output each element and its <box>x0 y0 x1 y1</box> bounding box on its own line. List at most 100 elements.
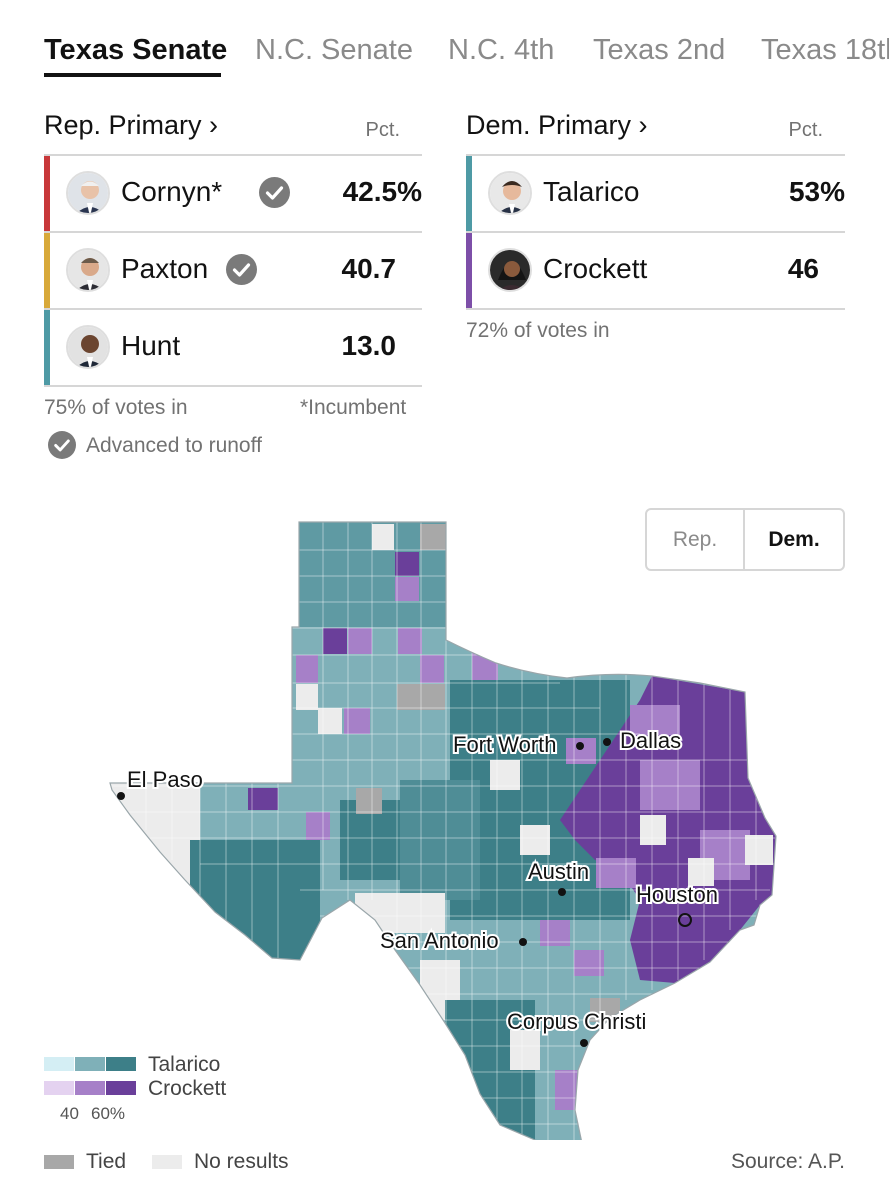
candidate-pct: 13.0 <box>341 330 397 361</box>
crockett-county <box>555 1070 585 1110</box>
city-el-paso: El Paso <box>127 767 203 792</box>
legend-crockett-light <box>44 1081 74 1095</box>
dem-primary-table: Dem. Primary › Pct. Talarico 53% Crocket… <box>466 110 845 310</box>
candidate-name: Paxton <box>121 253 209 284</box>
candidate-name: Talarico <box>543 176 640 207</box>
crockett-county <box>540 920 570 946</box>
city-austin: Austin <box>528 859 589 884</box>
candidate-row-talarico: Talarico 53% <box>466 156 845 233</box>
dallas-marker <box>603 738 611 746</box>
no-results-region <box>355 893 445 933</box>
legend-tied-swatch <box>44 1155 74 1169</box>
crockett-county <box>306 812 330 840</box>
city-dallas: Dallas <box>620 728 681 753</box>
talarico-strong-region <box>190 840 320 970</box>
dem-votes-in: 72% of votes in <box>466 319 610 342</box>
legend-crockett-dark <box>106 1081 136 1095</box>
rep-primary-header: Rep. Primary › Pct. <box>44 110 422 154</box>
austin-marker <box>558 888 566 896</box>
legend-talarico-dark <box>106 1057 136 1071</box>
crockett-county <box>248 788 278 810</box>
candidate-pct: 53% <box>788 176 845 207</box>
dem-candidate-rows: Talarico 53% Crockett 46 <box>466 154 845 310</box>
cornyn-avatar <box>66 171 110 215</box>
rep-primary-table: Rep. Primary › Pct. Cornyn* 42.5% Paxton… <box>44 110 422 387</box>
hunt-avatar <box>66 325 110 369</box>
dem-primary-header: Dem. Primary › Pct. <box>466 110 845 154</box>
crockett-region <box>630 705 680 735</box>
party-toggle: Rep. Dem. <box>645 508 845 571</box>
check-circle-icon <box>259 177 290 208</box>
no-results-region <box>110 783 200 903</box>
texas-county-map: El Paso Fort Worth Dallas Austin Houston… <box>0 500 889 1155</box>
no-results-county <box>296 684 318 710</box>
tab-nc-senate[interactable]: N.C. Senate <box>255 34 413 66</box>
runoff-note: Advanced to runoff <box>86 434 262 457</box>
candidate-name: Crockett <box>543 253 648 284</box>
rep-votes-in: 75% of votes in <box>44 396 188 419</box>
candidate-color-bar <box>44 233 50 308</box>
dem-toggle-button[interactable]: Dem. <box>768 527 820 551</box>
legend-crockett-mid <box>75 1081 105 1095</box>
source-credit: Source: A.P. <box>730 1150 845 1173</box>
legend-scale-high: 60% <box>91 1104 126 1123</box>
tab-texas-18th[interactable]: Texas 18th <box>761 34 889 66</box>
no-results-county <box>640 815 666 845</box>
talarico-avatar <box>488 171 532 215</box>
crockett-strong-region <box>560 676 776 983</box>
tab-texas-2nd[interactable]: Texas 2nd <box>593 34 726 66</box>
no-results-county <box>510 1030 540 1070</box>
tab-texas-senate[interactable]: Texas Senate <box>44 34 228 66</box>
city-houston: Houston <box>636 882 718 907</box>
candidate-color-bar <box>466 233 472 308</box>
crockett-avatar <box>488 248 532 292</box>
candidate-color-bar <box>44 156 50 231</box>
no-results-county <box>688 858 714 886</box>
legend-talarico-mid <box>75 1057 105 1071</box>
race-tabs: Texas Senate N.C. Senate N.C. 4th Texas … <box>0 0 889 90</box>
legend-scale-low: 40 <box>60 1104 79 1123</box>
legend-crockett-label: Crockett <box>148 1077 227 1100</box>
city-corpus-christi: Corpus Christi <box>507 1009 646 1034</box>
active-tab-underline <box>44 73 221 77</box>
pct-column-label: Pct. <box>788 119 823 141</box>
city-san-antonio: San Antonio <box>380 928 499 953</box>
no-results-county <box>490 760 520 790</box>
legend-talarico-label: Talarico <box>148 1053 221 1076</box>
crockett-county <box>420 655 444 683</box>
houston-marker <box>678 913 692 927</box>
crockett-county <box>323 628 347 654</box>
candidate-row-cornyn: Cornyn* 42.5% <box>44 156 422 233</box>
incumbent-note: *Incumbent <box>300 396 407 419</box>
tied-county <box>356 788 382 814</box>
crockett-county <box>395 577 419 601</box>
no-results-county <box>745 835 773 865</box>
paxton-avatar <box>66 248 110 292</box>
check-circle-icon <box>226 254 257 285</box>
candidate-row-crockett: Crockett 46 <box>466 233 845 310</box>
city-fort-worth: Fort Worth <box>453 732 557 757</box>
legend-talarico-light <box>44 1057 74 1071</box>
candidate-row-paxton: Paxton 40.7 <box>44 233 422 310</box>
county-fill-layer <box>110 522 776 1154</box>
legend-no-results-swatch <box>152 1155 182 1169</box>
tab-nc-4th[interactable]: N.C. 4th <box>448 34 555 66</box>
fort-worth-marker <box>576 742 584 750</box>
pct-column-label: Pct. <box>365 119 400 141</box>
candidate-pct: 42.5% <box>342 176 422 207</box>
rep-primary-link[interactable]: Rep. Primary › <box>44 110 219 140</box>
candidate-pct: 46 <box>787 253 819 284</box>
dem-primary-link[interactable]: Dem. Primary › <box>466 110 648 140</box>
rep-toggle-button[interactable]: Rep. <box>647 510 745 569</box>
tied-county <box>397 684 445 710</box>
crockett-region <box>596 858 636 888</box>
check-circle-icon <box>48 431 76 459</box>
county-borders <box>110 522 775 1150</box>
candidate-pct: 40.7 <box>341 253 397 284</box>
crockett-county <box>296 655 318 683</box>
crockett-county <box>344 708 370 734</box>
texas-map-svg: El Paso Fort Worth Dallas Austin Houston… <box>109 521 777 1155</box>
corpus-christi-marker <box>580 1039 588 1047</box>
talarico-strong-region <box>400 780 480 900</box>
candidate-row-hunt: Hunt 13.0 <box>44 310 422 387</box>
